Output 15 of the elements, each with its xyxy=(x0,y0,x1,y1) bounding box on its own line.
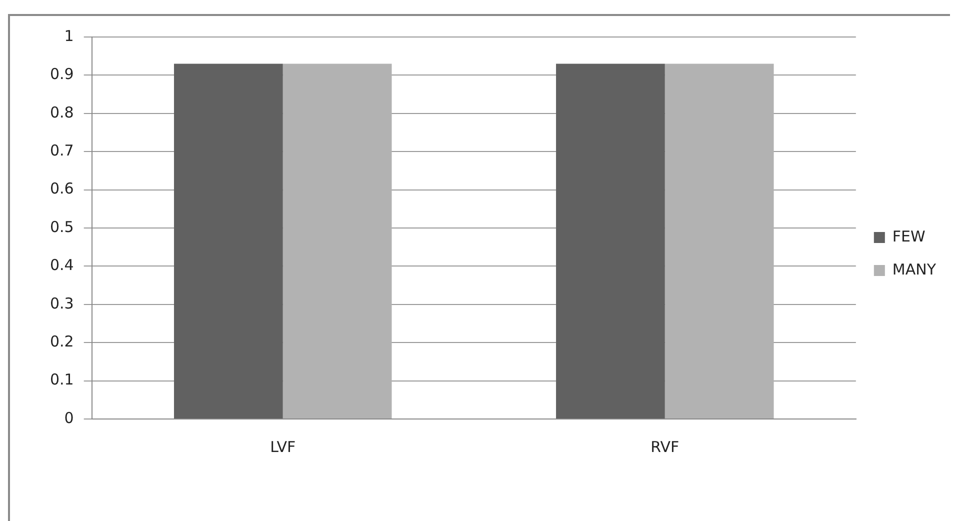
y-tick-label: 0.9 xyxy=(50,65,74,84)
y-tick-label: 0.7 xyxy=(50,141,74,160)
y-tick-label: 0.1 xyxy=(50,370,74,389)
y-tick-label: 0.2 xyxy=(50,332,74,350)
y-tick-label: 0.3 xyxy=(50,294,74,312)
y-tick-label: 0.8 xyxy=(50,103,74,122)
y-tick-label: 0.5 xyxy=(50,218,74,236)
legend-label: FEW xyxy=(892,227,926,246)
x-tick-label: LVF xyxy=(270,438,296,456)
y-tick-label: 0 xyxy=(64,408,74,427)
legend-label: MANY xyxy=(892,260,937,278)
y-tick-label: 1 xyxy=(64,26,74,45)
x-tick-label: RVF xyxy=(650,438,680,456)
y-tick-label: 0.6 xyxy=(50,180,74,198)
y-tick-label: 0.4 xyxy=(50,256,74,274)
